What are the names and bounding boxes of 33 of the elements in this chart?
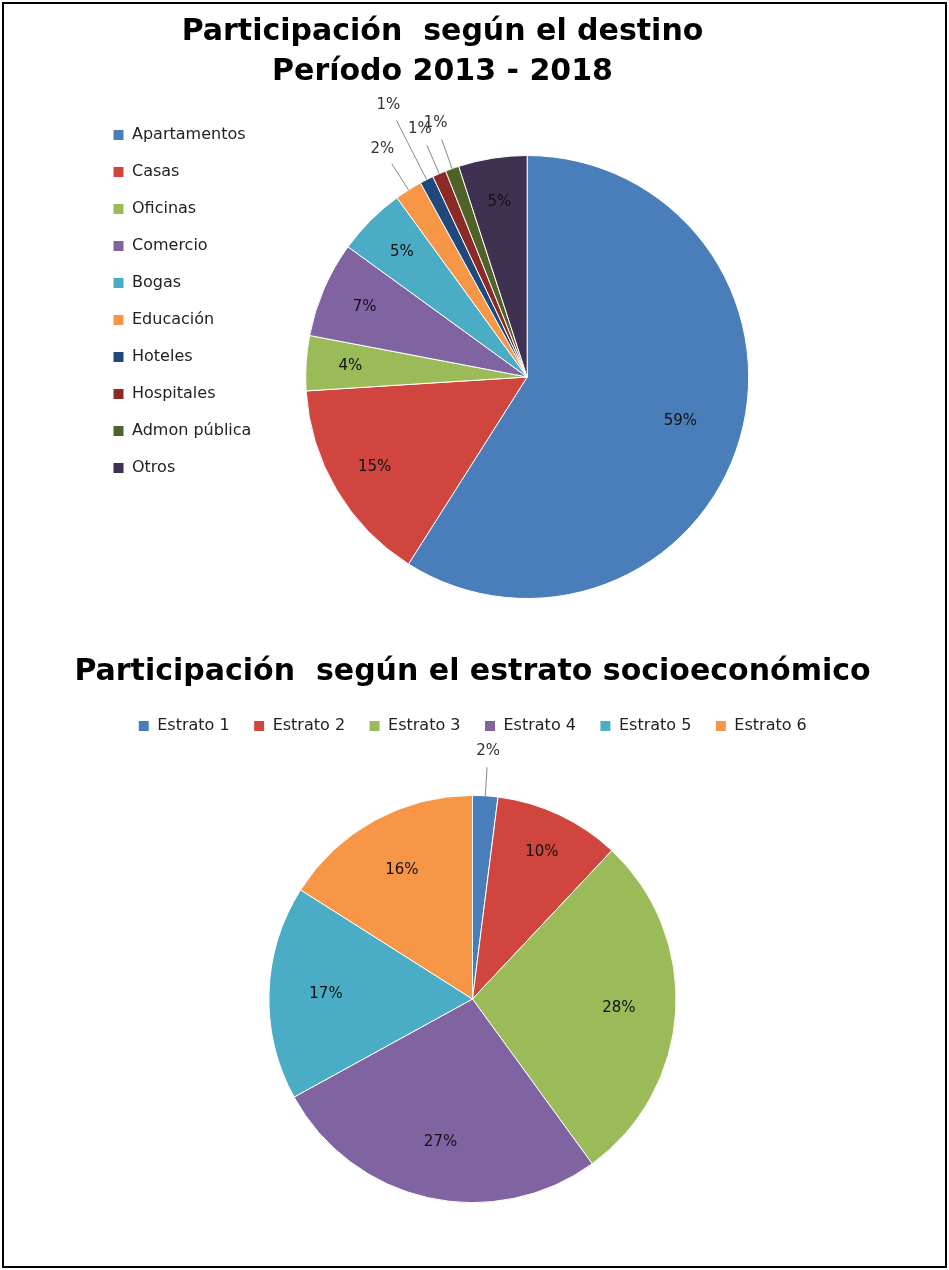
legend-label: Oficinas xyxy=(132,198,197,218)
data-label: 5% xyxy=(389,241,414,260)
legend-label: Admon pública xyxy=(132,420,252,440)
legend-label: Estrato 3 xyxy=(388,715,461,735)
legend-label: Estrato 6 xyxy=(734,715,807,735)
data-label: 4% xyxy=(338,355,363,374)
legend-label: Comercio xyxy=(132,235,208,255)
legend-label: Hoteles xyxy=(132,346,193,366)
chart-subtitle: Período 2013 - 2018 xyxy=(272,51,613,87)
data-label: 27% xyxy=(423,1131,458,1150)
legend-label: Otros xyxy=(132,457,176,477)
data-label: 10% xyxy=(525,841,559,860)
data-label: 59% xyxy=(663,411,697,430)
data-label: 15% xyxy=(357,457,392,476)
data-label: 17% xyxy=(309,984,343,1003)
data-label: 16% xyxy=(385,860,419,879)
legend-label: Apartamentos xyxy=(132,124,246,144)
legend-label: Estrato 5 xyxy=(618,715,692,735)
legend-label: Estrato 1 xyxy=(157,715,230,735)
chart-title: Participación según el estrato socioeconómico xyxy=(74,651,871,687)
data-label: 1% xyxy=(376,94,401,113)
legend-label: Bogas xyxy=(132,272,182,292)
legend-label: Estrato 4 xyxy=(503,715,576,735)
legend-label: Educación xyxy=(132,309,215,329)
data-label: 7% xyxy=(352,296,377,315)
data-label: 5% xyxy=(487,191,512,210)
legend-label: Casas xyxy=(132,161,180,181)
legend-label: Estrato 2 xyxy=(272,715,346,735)
data-label: 2% xyxy=(476,740,500,759)
legend-label: Hospitales xyxy=(132,383,216,403)
chart-title: Participación según el destino xyxy=(181,11,704,47)
data-label: 28% xyxy=(602,998,636,1017)
data-label: 2% xyxy=(370,138,395,157)
